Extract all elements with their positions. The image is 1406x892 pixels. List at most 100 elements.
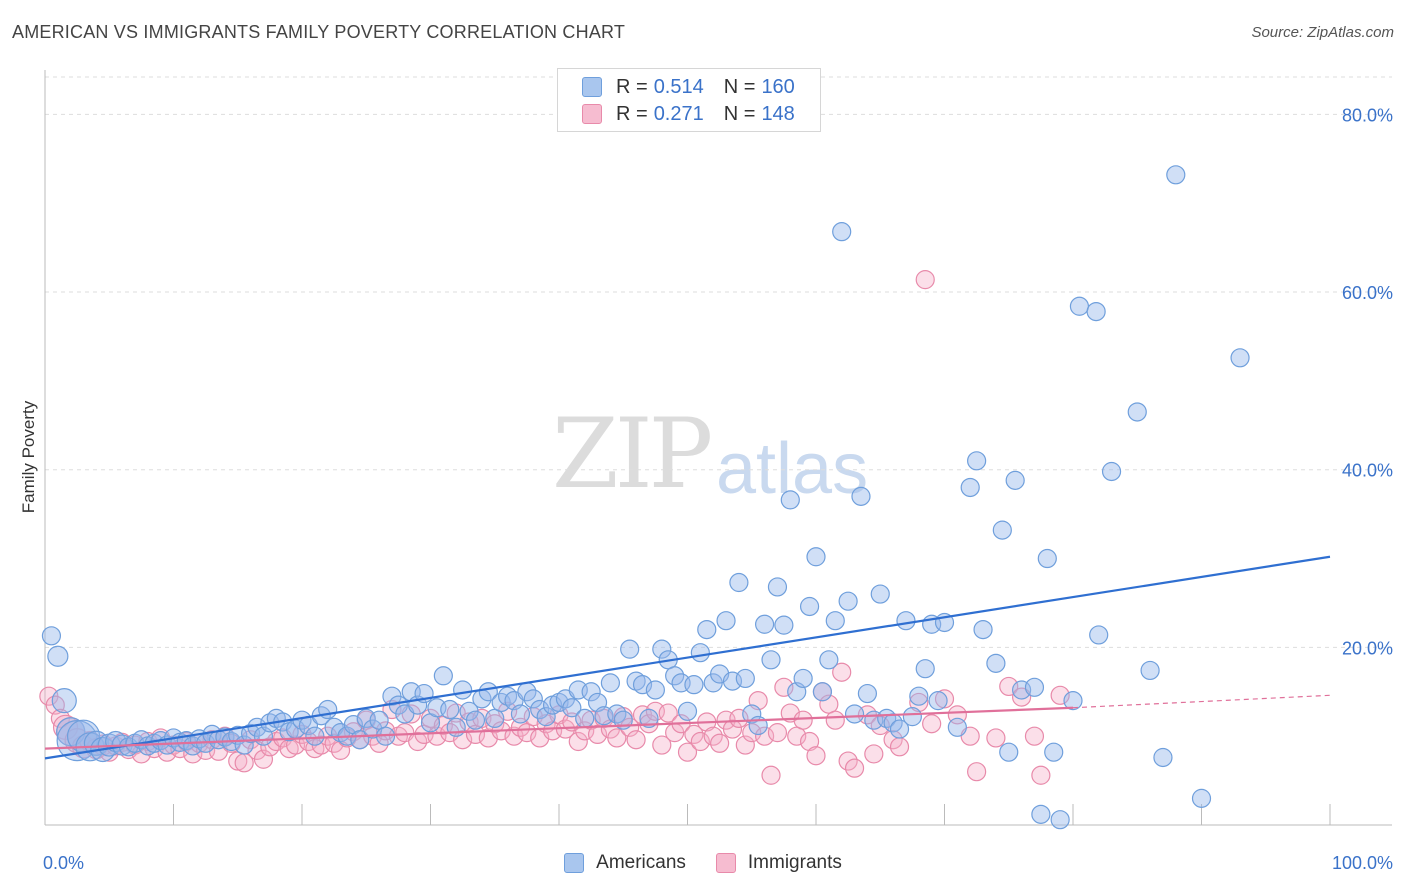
point-immigrants — [825, 710, 845, 730]
point-immigrants — [1024, 726, 1045, 746]
legend-label-americans: Americans — [596, 852, 686, 873]
point-immigrants — [626, 730, 646, 750]
point-immigrants — [677, 742, 698, 762]
point-americans — [510, 704, 531, 724]
point-americans — [806, 547, 826, 567]
point-immigrants — [844, 758, 865, 778]
point-immigrants — [690, 731, 710, 752]
y-axis-title: Family Poverty — [19, 400, 38, 513]
point-americans — [369, 710, 389, 730]
watermark-zip: ZIP — [552, 398, 713, 510]
legend-n-label: N = — [723, 75, 756, 98]
point-americans — [735, 668, 755, 689]
point-americans — [825, 611, 845, 631]
point-americans — [523, 689, 543, 709]
point-immigrants — [934, 689, 955, 709]
y-tick-label: 40.0% — [1342, 461, 1393, 481]
point-immigrants — [453, 730, 473, 750]
point-americans — [684, 675, 704, 695]
point-americans — [677, 701, 698, 721]
point-americans — [761, 650, 781, 670]
point-americans — [909, 686, 929, 706]
point-immigrants — [1011, 687, 1032, 707]
point-americans — [1089, 625, 1109, 645]
legend-n-value-immigrants: 148 — [761, 102, 795, 125]
point-americans — [1037, 548, 1057, 569]
point-americans — [857, 683, 878, 704]
point-immigrants — [652, 735, 672, 755]
point-americans — [844, 704, 865, 724]
point-immigrants — [607, 728, 627, 748]
chart-title: AMERICAN VS IMMIGRANTS FAMILY POVERTY CO… — [12, 22, 626, 42]
point-americans — [697, 619, 717, 640]
grid-lines — [45, 76, 1392, 648]
point-americans — [973, 619, 993, 640]
point-immigrants — [967, 762, 987, 782]
point-americans — [992, 520, 1012, 540]
point-americans — [1166, 165, 1186, 185]
point-americans — [767, 577, 788, 597]
legend-r-label: R = — [616, 102, 648, 125]
point-americans — [896, 611, 916, 631]
point-americans — [799, 596, 820, 617]
y-tick-label: 20.0% — [1342, 638, 1393, 658]
point-americans — [870, 584, 890, 604]
point-americans — [581, 682, 601, 702]
point-immigrants — [767, 723, 788, 743]
point-americans — [51, 688, 77, 714]
point-americans — [1005, 470, 1025, 490]
point-americans — [832, 222, 852, 242]
trend-line-americans — [44, 555, 1331, 760]
point-americans — [812, 682, 833, 702]
point-americans — [1069, 296, 1090, 316]
point-immigrants — [658, 703, 678, 723]
trend-line-immigrants-extension — [1072, 694, 1331, 709]
point-americans — [652, 639, 672, 659]
legend-row-americans: R = 0.514 N = 160 — [582, 75, 795, 99]
stats-legend: R = 0.514 N = 160 R = 0.271 N = 148 — [557, 68, 821, 132]
point-immigrants — [774, 677, 794, 697]
tick-labels: 20.0% 40.0% 60.0% 80.0% 0.0% 100.0% — [43, 105, 1393, 873]
legend-item-immigrants[interactable]: Immigrants — [715, 852, 842, 874]
point-americans — [838, 591, 858, 611]
legend-item-americans[interactable]: Americans — [564, 852, 686, 874]
point-americans — [1127, 402, 1147, 422]
point-immigrants — [832, 662, 852, 682]
point-immigrants — [710, 733, 730, 753]
axes — [44, 70, 1392, 826]
point-americans — [1191, 788, 1212, 808]
point-americans — [1063, 691, 1083, 711]
legend-r-label: R = — [616, 75, 648, 98]
point-immigrants — [793, 710, 813, 730]
point-americans — [1230, 348, 1250, 368]
point-americans — [433, 666, 453, 686]
point-americans — [575, 708, 595, 729]
point-immigrants — [253, 749, 274, 769]
point-immigrants — [735, 735, 755, 755]
point-americans — [780, 490, 800, 510]
point-immigrants — [1031, 765, 1051, 785]
legend-label-immigrants: Immigrants — [747, 852, 842, 873]
legend-swatch-americans — [564, 853, 585, 873]
x-tick-label: 0.0% — [43, 853, 84, 873]
point-immigrants — [922, 714, 942, 734]
point-americans — [889, 719, 910, 739]
trend-lines — [44, 555, 1331, 760]
point-americans — [1024, 677, 1045, 697]
point-americans — [536, 707, 556, 727]
point-americans — [999, 742, 1019, 762]
legend-r-value-immigrants: 0.271 — [653, 102, 704, 125]
legend-row-immigrants: R = 0.271 N = 148 — [582, 102, 795, 126]
point-americans — [690, 643, 710, 663]
point-americans — [465, 710, 486, 730]
point-americans — [1153, 747, 1173, 768]
point-americans — [1044, 742, 1064, 762]
point-immigrants — [761, 765, 781, 785]
point-immigrants — [799, 731, 820, 752]
series-legend: Americans Immigrants — [0, 852, 1406, 874]
point-americans — [851, 486, 871, 506]
point-immigrants — [915, 270, 935, 290]
point-americans — [754, 614, 775, 634]
point-americans — [485, 708, 505, 729]
